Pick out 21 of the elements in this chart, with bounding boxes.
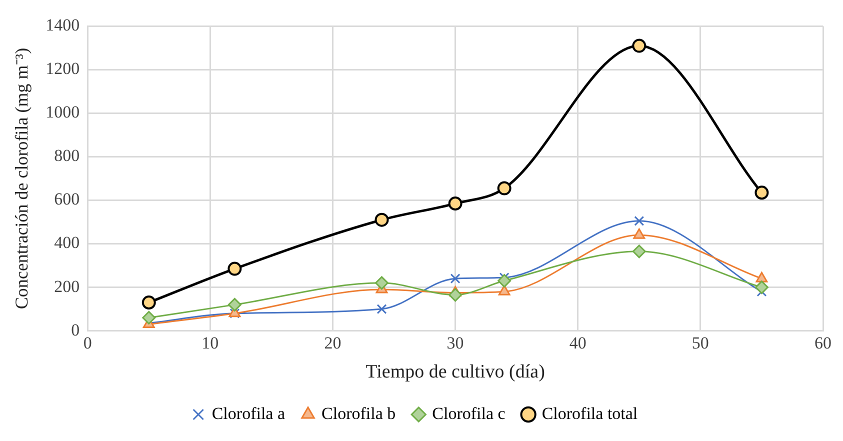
x-tick-label: 30 — [446, 333, 464, 352]
y-tick-label: 800 — [54, 146, 80, 166]
x-tick-label: 40 — [569, 333, 586, 352]
legend-label: Clorofila b — [322, 404, 396, 423]
legend-label: Clorofila a — [212, 404, 286, 423]
y-tick-label: 1400 — [46, 16, 80, 35]
y-tick-label: 1200 — [46, 59, 80, 78]
y-tick-label: 600 — [54, 190, 80, 209]
x-axis-title: Tiempo de cultivo (día) — [366, 362, 545, 383]
y-tick-label: 200 — [54, 276, 80, 296]
y-tick-label: 400 — [54, 233, 80, 252]
y-tick-label: 0 — [71, 320, 80, 340]
x-tick-label: 20 — [324, 333, 342, 352]
y-tick-label: 1000 — [46, 102, 80, 122]
x-tick-label: 0 — [83, 333, 92, 352]
x-tick-label: 60 — [814, 333, 832, 352]
legend-label: Clorofila c — [432, 404, 506, 423]
y-axis-title: Concentración de clorofila (mg m⁻³) — [12, 48, 32, 310]
legend-label: Clorofila total — [542, 404, 638, 423]
x-tick-label: 50 — [692, 333, 709, 352]
x-tick-label: 10 — [202, 333, 219, 352]
